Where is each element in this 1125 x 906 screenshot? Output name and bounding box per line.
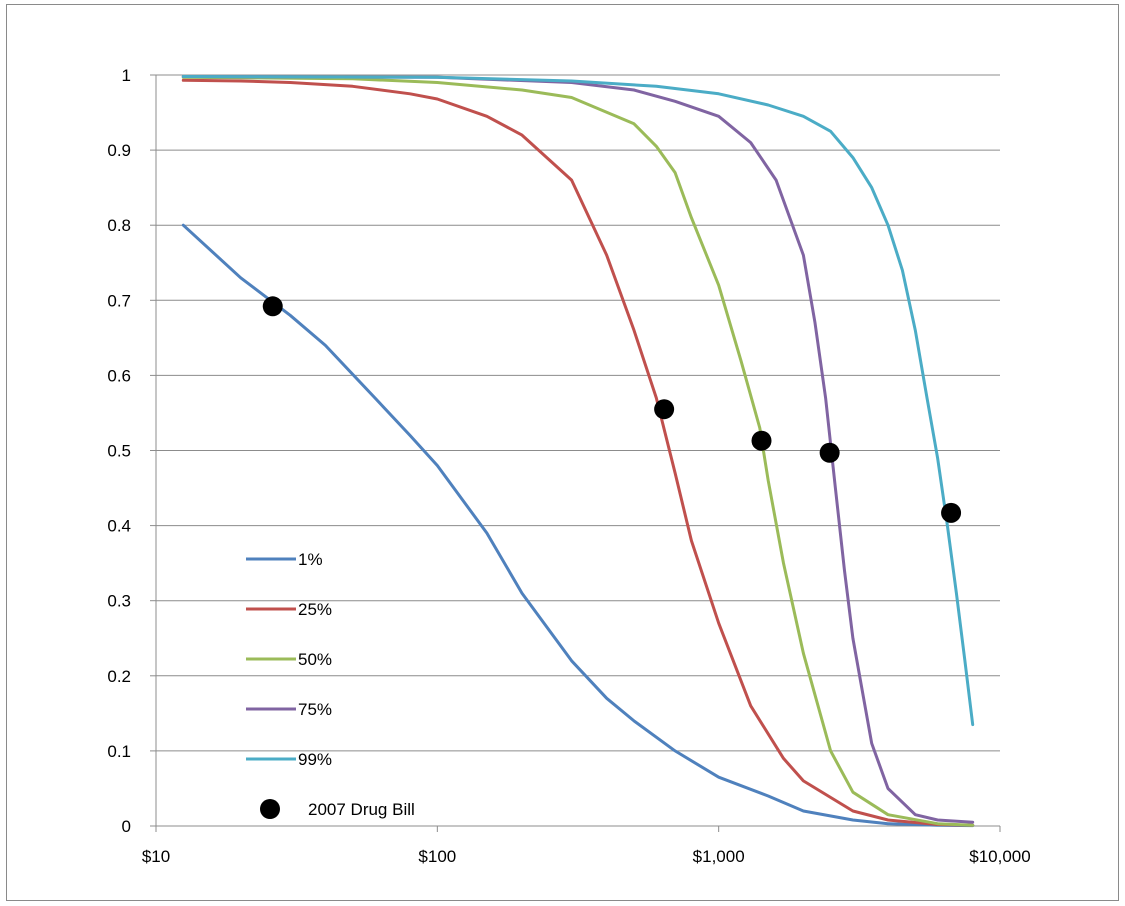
legend-label-1: 25% <box>298 600 332 619</box>
series-line-2 <box>181 75 975 827</box>
x-tick-label-3: $10,000 <box>969 847 1030 866</box>
drug-bill-point-1 <box>654 399 675 420</box>
legend-label-2: 50% <box>298 650 332 669</box>
legend-label-5: 2007 Drug Bill <box>308 800 415 819</box>
y-tick-label-5: 0.5 <box>107 442 131 461</box>
x-tick-label-2: $1,000 <box>693 847 745 866</box>
y-tick-label-10: 1 <box>122 66 131 85</box>
legend-marker-5 <box>260 799 280 819</box>
y-tick-label-0: 0 <box>122 817 131 836</box>
chart-frame <box>6 4 1119 901</box>
y-tick-label-4: 0.4 <box>107 517 131 536</box>
legend-label-3: 75% <box>298 700 332 719</box>
series-line-1 <box>181 78 975 827</box>
legend-label-0: 1% <box>298 550 323 569</box>
y-tick-label-2: 0.2 <box>107 667 131 686</box>
series-line-4 <box>181 75 975 727</box>
drug-bill-point-3 <box>819 442 840 463</box>
y-tick-label-7: 0.7 <box>107 291 131 310</box>
y-tick-label-3: 0.3 <box>107 592 131 611</box>
x-tick-label-0: $10 <box>142 847 170 866</box>
y-tick-label-1: 0.1 <box>107 742 131 761</box>
drug-bill-point-0 <box>262 296 283 317</box>
drug-bill-point-4 <box>941 502 962 523</box>
legend-label-4: 99% <box>298 750 332 769</box>
x-tick-label-1: $100 <box>418 847 456 866</box>
series-line-0 <box>181 223 975 828</box>
y-tick-label-6: 0.6 <box>107 366 131 385</box>
y-tick-label-8: 0.8 <box>107 216 131 235</box>
y-tick-label-9: 0.9 <box>107 141 131 160</box>
drug-bill-point-2 <box>751 430 772 451</box>
series-line-3 <box>181 75 975 824</box>
